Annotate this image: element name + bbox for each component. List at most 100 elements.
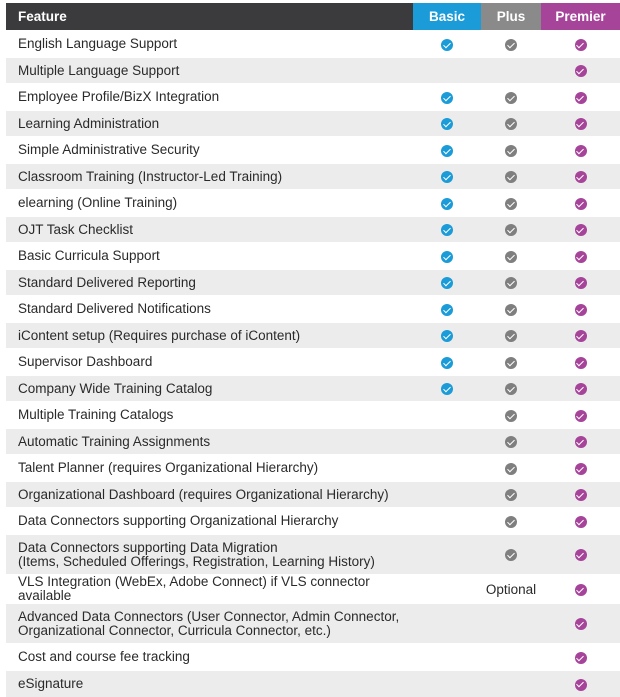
check-circle-icon: [505, 515, 517, 528]
check-circle-icon: [505, 489, 517, 502]
feature-name: Automatic Training Assignments: [6, 428, 413, 455]
check-circle-icon: [441, 91, 453, 104]
plus-cell: [481, 83, 541, 111]
basic-cell: [413, 428, 481, 455]
check-circle-icon: [574, 118, 587, 131]
basic-cell: [413, 322, 481, 349]
plus-cell: [481, 643, 541, 671]
header-premier: Premier: [541, 3, 620, 31]
feature-name: Talent Planner (requires Organizational …: [6, 454, 413, 482]
feature-name: Employee Profile/BizX Integration: [6, 83, 413, 111]
plus-cell: [481, 295, 541, 323]
feature-name: English Language Support: [6, 30, 413, 58]
basic-cell: [413, 136, 481, 164]
premier-cell: [541, 507, 620, 535]
check-circle-icon: [574, 678, 587, 691]
check-circle-icon: [574, 462, 587, 475]
table-row: eSignature: [6, 670, 620, 697]
check-circle-icon: [505, 549, 517, 562]
plus-cell: Optional: [481, 574, 541, 604]
basic-cell: [413, 242, 481, 270]
check-circle-icon: [441, 356, 453, 369]
check-circle-icon: [574, 409, 587, 422]
basic-cell: [413, 295, 481, 323]
plus-cell: [481, 57, 541, 84]
premier-cell: [541, 216, 620, 243]
plus-cell: [481, 428, 541, 455]
check-circle-icon: [574, 250, 587, 263]
check-circle-icon: [574, 515, 587, 528]
check-circle-icon: [505, 91, 517, 104]
premier-cell: [541, 295, 620, 323]
plus-cell: [481, 322, 541, 349]
table-row: Employee Profile/BizX Integration: [6, 83, 620, 111]
check-circle-icon: [574, 197, 587, 210]
check-circle-icon: [574, 65, 587, 78]
check-circle-icon: [505, 409, 517, 422]
table-row: Learning Administration: [6, 110, 620, 137]
premier-cell: [541, 643, 620, 671]
plus-cell: [481, 481, 541, 508]
premier-cell: [541, 30, 620, 58]
premier-cell: [541, 110, 620, 137]
feature-name: iContent setup (Requires purchase of iCo…: [6, 322, 413, 349]
feature-name: VLS Integration (WebEx, Adobe Connect) i…: [6, 574, 413, 604]
feature-name: OJT Task Checklist: [6, 216, 413, 243]
plus-availability-text: Optional: [485, 581, 537, 597]
feature-name: Classroom Training (Instructor-Led Train…: [6, 163, 413, 190]
check-circle-icon: [574, 436, 587, 449]
table-row: Organizational Dashboard (requires Organ…: [6, 481, 620, 508]
check-circle-icon: [505, 197, 517, 210]
check-circle-icon: [441, 144, 453, 157]
plus-cell: [481, 110, 541, 137]
plus-cell: [481, 216, 541, 243]
header-plus: Plus: [481, 3, 541, 31]
premier-cell: [541, 481, 620, 508]
check-circle-icon: [574, 489, 587, 502]
feature-name: Basic Curricula Support: [6, 242, 413, 270]
feature-name: Standard Delivered Reporting: [6, 269, 413, 296]
basic-cell: [413, 574, 481, 604]
feature-name: Multiple Training Catalogs: [6, 401, 413, 429]
check-circle-icon: [574, 144, 587, 157]
feature-name: Advanced Data Connectors (User Connector…: [6, 603, 413, 644]
table-row: Data Connectors supporting Organizationa…: [6, 507, 620, 535]
table-row: Talent Planner (requires Organizational …: [6, 454, 620, 482]
check-circle-icon: [441, 383, 453, 396]
feature-name: Organizational Dashboard (requires Organ…: [6, 481, 413, 508]
check-circle-icon: [505, 171, 517, 184]
plus-cell: [481, 454, 541, 482]
plus-cell: [481, 269, 541, 296]
feature-name: Simple Administrative Security: [6, 136, 413, 164]
feature-name: Learning Administration: [6, 110, 413, 137]
basic-cell: [413, 269, 481, 296]
feature-name: Cost and course fee tracking: [6, 643, 413, 671]
plus-cell: [481, 189, 541, 217]
feature-name: elearning (Online Training): [6, 189, 413, 217]
table-row: Supervisor Dashboard: [6, 348, 620, 376]
table-row: VLS Integration (WebEx, Adobe Connect) i…: [6, 574, 620, 604]
check-circle-icon: [441, 171, 453, 184]
feature-name: Supervisor Dashboard: [6, 348, 413, 376]
check-circle-icon: [574, 618, 587, 631]
table-row: Multiple Language Support: [6, 57, 620, 84]
table-row: elearning (Online Training): [6, 189, 620, 217]
table-row: Standard Delivered Notifications: [6, 295, 620, 323]
basic-cell: [413, 57, 481, 84]
plus-cell: [481, 163, 541, 190]
check-circle-icon: [574, 651, 587, 664]
basic-cell: [413, 603, 481, 644]
check-circle-icon: [574, 356, 587, 369]
basic-cell: [413, 348, 481, 376]
check-circle-icon: [574, 171, 587, 184]
table-row: Advanced Data Connectors (User Connector…: [6, 603, 620, 644]
table-header-row: Feature Basic Plus Premier: [6, 3, 620, 31]
check-circle-icon: [441, 303, 453, 316]
table-row: Cost and course fee tracking: [6, 643, 620, 671]
premier-cell: [541, 136, 620, 164]
check-circle-icon: [505, 250, 517, 263]
premier-cell: [541, 670, 620, 697]
check-circle-icon: [441, 38, 453, 51]
check-circle-icon: [574, 224, 587, 237]
